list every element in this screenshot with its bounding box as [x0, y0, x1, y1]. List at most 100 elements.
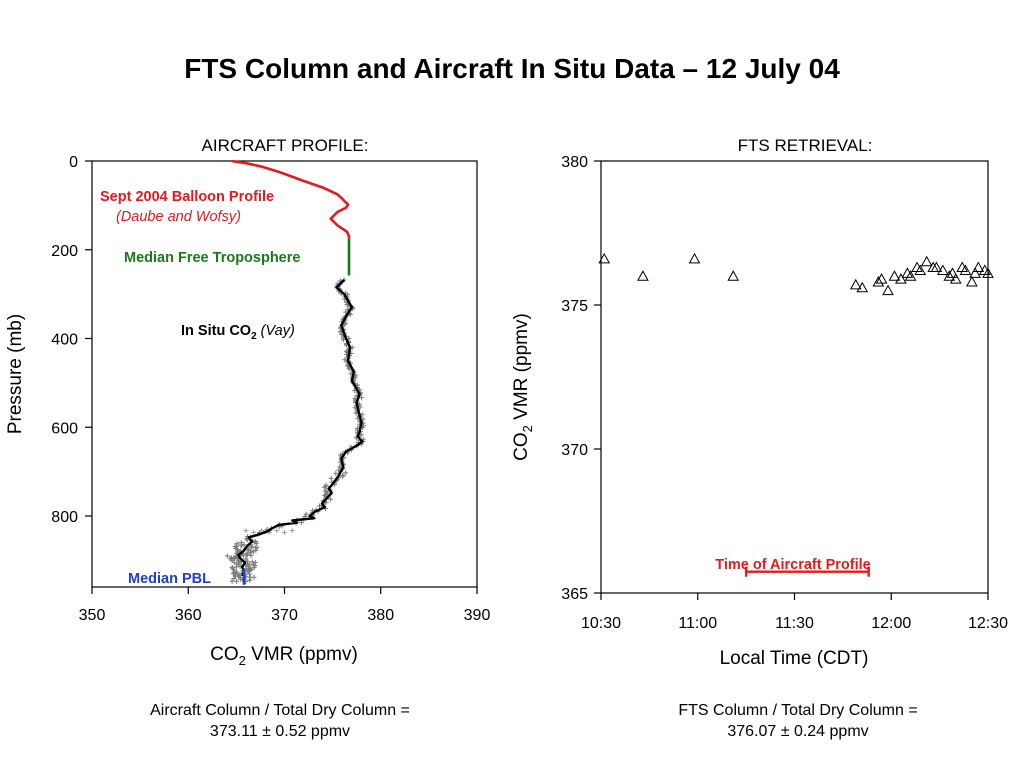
in-situ-raw-marker [342, 357, 348, 363]
in-situ-raw-marker [303, 511, 309, 517]
fts-point [937, 264, 949, 275]
fts-point [882, 284, 894, 296]
y-tick-label: 370 [561, 442, 588, 459]
in-situ-raw-marker [328, 475, 334, 481]
x-tick-label: 350 [79, 607, 106, 624]
x-tick-label: 11:00 [678, 615, 717, 632]
in-situ-raw-marker [321, 484, 327, 490]
fts-column-line2: 376.07 ± 0.24 ppmv [727, 723, 869, 740]
in-situ-raw-marker [250, 549, 256, 555]
balloon-profile-label: Sept 2004 Balloon Profile [100, 189, 274, 205]
in-situ-raw-marker [339, 473, 345, 479]
fts-point [904, 270, 917, 281]
in-situ-raw-marker [245, 568, 251, 574]
in-situ-raw-marker [229, 578, 235, 584]
aircraft-y-axis-label: Pressure (mb) [5, 314, 26, 434]
in-situ-raw-marker [274, 528, 280, 534]
in-situ-median-line [237, 279, 364, 577]
in-situ-raw-marker [244, 552, 250, 558]
aircraft-x-axis-label: CO2 VMR (ppmv) [210, 644, 358, 668]
in-situ-raw-marker [243, 556, 249, 562]
in-situ-raw-marker [298, 519, 304, 525]
x-tick-label: 380 [367, 607, 394, 624]
fts-point [966, 275, 978, 287]
in-situ-raw-marker [244, 537, 250, 543]
aircraft-column-line1: Aircraft Column / Total Dry Column = [150, 702, 410, 719]
in-situ-raw-marker [234, 578, 240, 584]
y-tick-label: 200 [51, 243, 78, 260]
x-tick-label: 12:30 [968, 615, 1008, 632]
y-tick-label: 365 [561, 586, 588, 603]
fts-point [969, 267, 981, 278]
fts-data-points [598, 252, 994, 296]
in-situ-raw-marker [247, 574, 253, 580]
page-title: FTS Column and Aircraft In Situ Data – 1… [184, 53, 840, 84]
median-free-troposphere-label: Median Free Troposphere [124, 250, 300, 266]
aircraft-profile-panel: AIRCRAFT PROFILE: 350 360 370 380 390 0 200 40… [5, 136, 490, 668]
balloon-profile-line [231, 159, 351, 239]
in-situ-label: In Situ CO2 (Vay) [181, 323, 295, 342]
fts-point [688, 252, 701, 264]
in-situ-raw-marker [353, 410, 359, 416]
x-tick-label: 370 [271, 607, 298, 624]
y-tick-label: 800 [51, 509, 78, 526]
in-situ-raw-marker [247, 571, 253, 577]
in-situ-raw-marker [289, 528, 295, 534]
fts-point [895, 273, 907, 284]
in-situ-raw-marker [233, 564, 239, 570]
fts-point [888, 270, 901, 281]
aircraft-column-line2: 373.11 ± 0.52 ppmv [209, 723, 351, 740]
in-situ-raw-marker [247, 577, 253, 583]
fts-point [982, 267, 994, 278]
fts-point [856, 281, 869, 293]
in-situ-raw-marker [249, 544, 255, 550]
fts-x-axis-label: Local Time (CDT) [720, 648, 869, 669]
aircraft-time-label: Time of Aircraft Profile [715, 557, 871, 573]
fts-panel-title: FTS RETRIEVAL: [738, 136, 873, 155]
x-tick-label: 11:30 [775, 615, 814, 632]
in-situ-raw-marker [282, 529, 287, 535]
in-situ-raw-marker [251, 529, 257, 535]
aircraft-time-bracket [744, 566, 870, 577]
fts-point [920, 255, 933, 267]
in-situ-raw-marker [224, 553, 230, 559]
y-tick-label: 375 [561, 298, 588, 315]
aircraft-x-axis: 350 360 370 380 390 [79, 587, 491, 624]
y-tick-label: 600 [51, 420, 78, 437]
in-situ-raw-marker [253, 547, 259, 553]
fts-plot-frame [600, 160, 989, 594]
median-pbl-label: Median PBL [128, 571, 211, 587]
in-situ-raw-marker [240, 553, 246, 559]
fts-point [946, 267, 959, 278]
in-situ-raw-marker [337, 464, 343, 470]
aircraft-column-summary: Aircraft Column / Total Dry Column = 373… [100, 700, 460, 742]
fts-point [943, 270, 956, 281]
in-situ-raw-marker [346, 366, 352, 372]
fts-x-axis: 10:30 11:00 11:30 12:00 12:30 [581, 593, 1008, 632]
in-situ-raw-marker [254, 540, 260, 546]
fts-point [956, 261, 969, 273]
fts-y-axis: 365 370 375 380 [561, 154, 601, 603]
x-tick-label: 12:00 [871, 615, 911, 632]
fts-y-axis-label: CO2 VMR (ppmv) [511, 313, 535, 461]
in-situ-raw-marker [337, 329, 343, 335]
fts-point [598, 252, 611, 264]
in-situ-raw-marker [317, 503, 323, 509]
in-situ-raw-marker [251, 565, 257, 571]
in-situ-raw-marker [243, 528, 249, 534]
aircraft-series-lines [231, 159, 364, 585]
y-tick-label: 380 [561, 154, 588, 171]
fts-point [875, 273, 888, 284]
x-tick-label: 10:30 [581, 615, 621, 632]
in-situ-raw-marker [341, 337, 347, 343]
x-tick-label: 360 [175, 607, 202, 624]
fts-point [972, 261, 985, 273]
fts-point [849, 278, 862, 290]
x-tick-label: 390 [464, 607, 491, 624]
in-situ-raw-marker [343, 470, 349, 476]
in-situ-raw-marker [340, 472, 346, 478]
in-situ-raw-marker [328, 496, 334, 502]
in-situ-raw-marker [231, 570, 237, 576]
fts-column-summary: FTS Column / Total Dry Column = 376.07 ±… [618, 700, 978, 742]
in-situ-raw-marker [244, 558, 250, 564]
